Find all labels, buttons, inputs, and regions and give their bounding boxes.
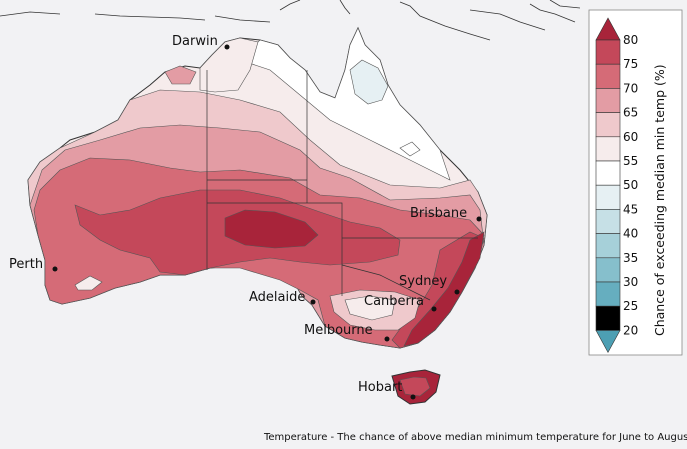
- legend-tick-label: 30: [623, 275, 638, 289]
- darwin-marker: [224, 44, 230, 50]
- hobart-label: Hobart: [358, 380, 402, 395]
- legend-ticks: 80 75 70 65 60 55 50 45 40 35 30 25 20: [623, 33, 638, 337]
- zone-top-end-55: [199, 37, 259, 93]
- zone-80: [224, 209, 319, 249]
- legend-swatch: [595, 39, 621, 65]
- legend-swatch: [595, 88, 621, 113]
- legend-swatch-bottom: [595, 330, 621, 354]
- legend-tick-label: 45: [623, 202, 638, 216]
- legend: 80 75 70 65 60 55 50 45 40 35 30 25 20 Chance of exc…: [588, 9, 683, 356]
- legend-swatch: [595, 63, 621, 89]
- legend-tick-label: 65: [623, 106, 638, 120]
- melbourne-marker: [384, 336, 390, 342]
- legend-tick-label: 25: [623, 299, 638, 313]
- zone-se-coast-80: [403, 231, 485, 347]
- darwin-label: Darwin: [172, 34, 218, 49]
- map-caption: Temperature - The chance of above median…: [263, 432, 687, 443]
- legend-tick-label: 75: [623, 57, 638, 71]
- canberra-marker: [431, 306, 437, 312]
- legend-tick-label: 50: [623, 178, 638, 192]
- perth-label: Perth: [9, 257, 43, 272]
- zone-qld-45: [349, 59, 389, 105]
- zone-qld-50: [239, 27, 451, 181]
- legend-tick-label: 55: [623, 154, 638, 168]
- adelaide-label: Adelaide: [249, 290, 305, 305]
- legend-swatch: [595, 281, 621, 307]
- legend-swatch: [595, 209, 621, 234]
- legend-swatch: [595, 112, 621, 138]
- legend-colorbar: [595, 17, 621, 354]
- probability-zones: [27, 27, 488, 349]
- state-borders: [206, 70, 478, 301]
- zone-kimberley-65: [164, 65, 197, 85]
- perth-marker: [52, 266, 58, 272]
- sydney-marker: [454, 289, 460, 295]
- legend-swatch: [595, 305, 621, 331]
- legend-tick-label: 80: [623, 33, 638, 47]
- tasmania-inner: [399, 376, 431, 397]
- legend-swatch: [595, 160, 621, 186]
- legend-tick-label: 20: [623, 323, 638, 337]
- zone-se-interior-55: [344, 295, 396, 321]
- brisbane-label: Brisbane: [410, 206, 467, 221]
- sydney-label: Sydney: [399, 274, 447, 289]
- adelaide-marker: [310, 299, 316, 305]
- legend-title: Chance of exceeding median min temp (%): [652, 64, 667, 336]
- legend-tick-label: 70: [623, 81, 638, 95]
- neighbouring-islands: [0, 0, 581, 41]
- legend-tick-label: 35: [623, 251, 638, 265]
- legend-swatch: [595, 184, 621, 210]
- brisbane-marker: [476, 216, 482, 222]
- legend-swatch: [595, 233, 621, 259]
- legend-swatch: [595, 257, 621, 283]
- legend-tick-label: 60: [623, 130, 638, 144]
- city-markers: [52, 44, 482, 400]
- canberra-label: Canberra: [364, 294, 424, 309]
- legend-tick-label: 40: [623, 227, 638, 241]
- legend-swatch: [595, 136, 621, 162]
- zone-wa-south: [74, 275, 103, 291]
- melbourne-label: Melbourne: [304, 323, 373, 338]
- zone-qld-small-white: [399, 141, 421, 157]
- hobart-marker: [410, 394, 416, 400]
